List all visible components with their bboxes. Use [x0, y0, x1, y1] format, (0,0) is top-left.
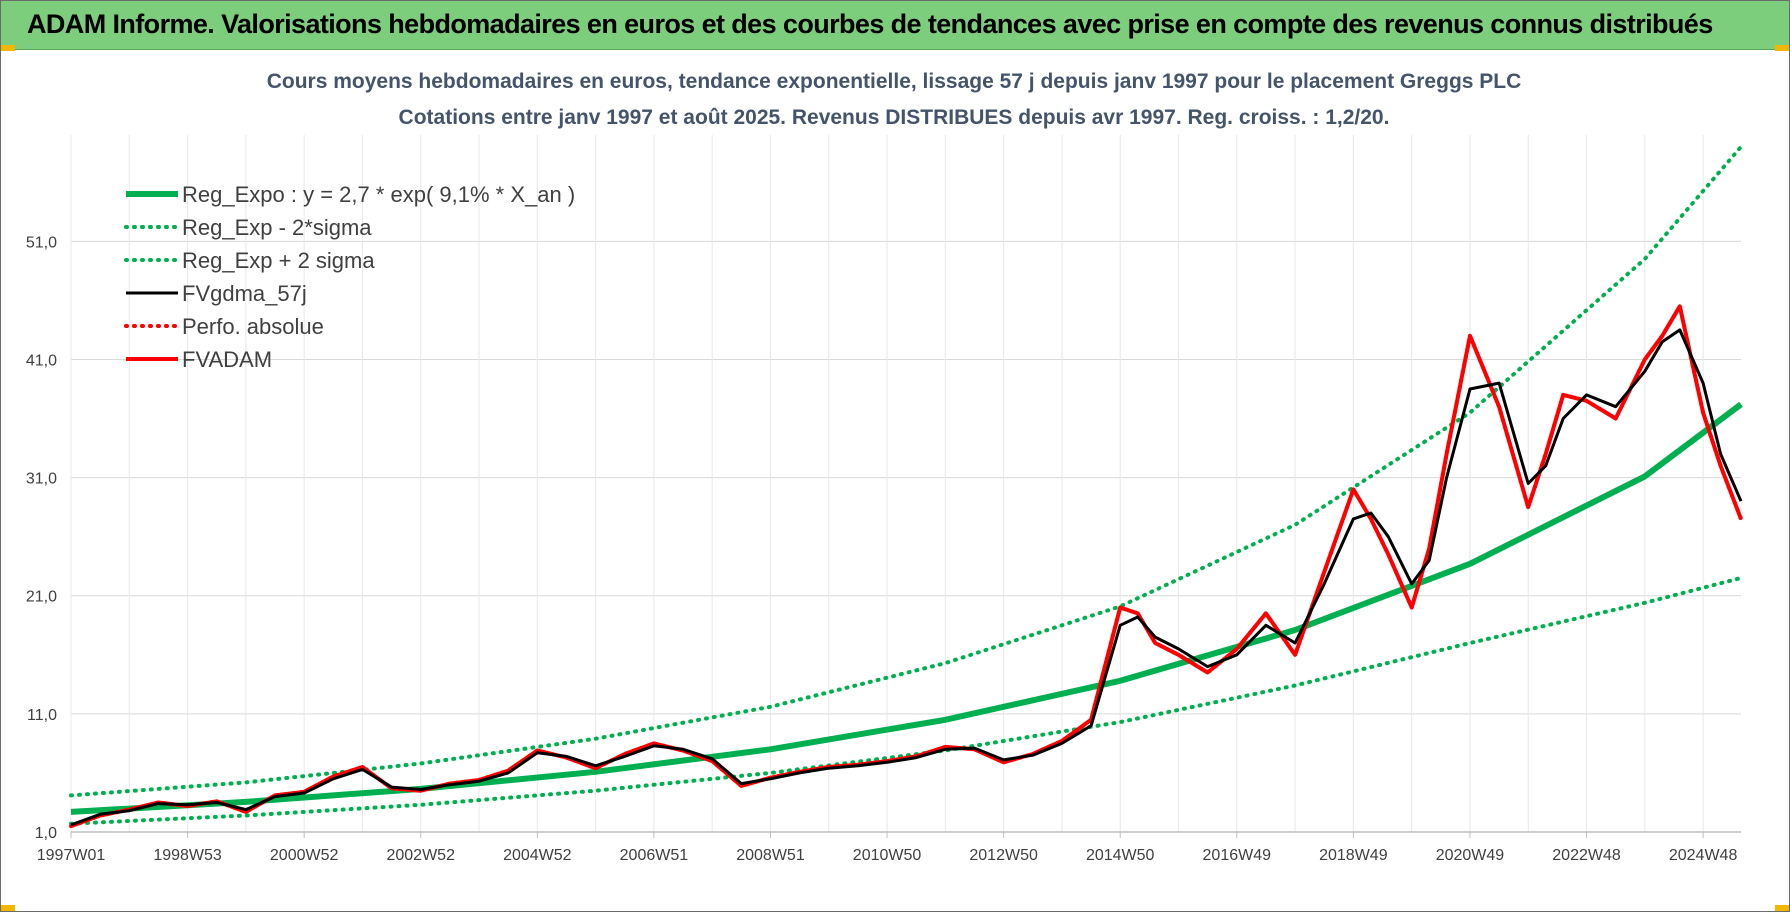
corner-marker-bottom-right — [1775, 905, 1789, 911]
x-tick-label: 2008W51 — [736, 847, 805, 864]
x-tick-label: 2000W52 — [270, 847, 339, 864]
series-reg-exp-minus-2sigma-line — [69, 576, 1743, 826]
grid-lines — [70, 135, 1741, 833]
line-chart: Cours moyens hebdomadaires en euros, ten… — [26, 70, 1743, 864]
plot-area: Cours moyens hebdomadaires en euros, ten… — [1, 50, 1789, 911]
x-tick-label: 1997W01 — [37, 847, 106, 864]
x-tick-label: 2006W51 — [620, 847, 689, 864]
title-banner: ADAM Informe. Valorisations hebdomadaire… — [1, 1, 1789, 50]
x-tick-label: 2012W50 — [969, 847, 1038, 864]
legend: Reg_Expo : y = 2,7 * exp( 9,1% * X_an ) R… — [124, 182, 575, 372]
y-tick-label: 11,0 — [27, 707, 57, 724]
series-reg-exp-plus-2sigma-line — [69, 144, 1743, 798]
x-tick-label: 2024W48 — [1669, 847, 1738, 864]
series-lines — [69, 144, 1743, 829]
legend-label: Reg_Exp + 2 sigma — [182, 248, 375, 273]
y-tick-label: 41,0 — [26, 352, 57, 369]
series-fvgdma-57j-line — [70, 328, 1743, 827]
x-tick-label: 2014W50 — [1086, 847, 1155, 864]
banner-title: ADAM Informe. Valorisations hebdomadaire… — [27, 9, 1713, 39]
x-axis-ticks: 1997W01 1998W53 2000W52 2002W52 2004W52 2006W… — [37, 832, 1738, 864]
chart-title-line-1: Cours moyens hebdomadaires en euros, ten… — [267, 70, 1522, 93]
legend-label: Reg_Expo : y = 2,7 * exp( 9,1% * X_an ) — [182, 182, 575, 207]
y-tick-label: 31,0 — [26, 471, 57, 488]
y-tick-label: 1,0 — [35, 825, 57, 842]
legend-label: Reg_Exp - 2*sigma — [182, 215, 372, 240]
x-tick-label: 2022W48 — [1552, 847, 1621, 864]
corner-marker-top-left — [1, 45, 15, 51]
x-tick-label: 2020W49 — [1436, 847, 1505, 864]
x-tick-label: 2010W50 — [853, 847, 922, 864]
x-tick-label: 2004W52 — [503, 847, 572, 864]
x-tick-label: 2018W49 — [1319, 847, 1388, 864]
y-tick-label: 21,0 — [26, 589, 57, 606]
corner-marker-bottom-left — [1, 905, 15, 911]
x-tick-label: 2002W52 — [386, 847, 455, 864]
series-reg-expo-line — [70, 401, 1743, 815]
y-axis-ticks: 1,0 11,0 21,0 31,0 41,0 51,0 — [26, 234, 57, 842]
chart-title-line-2: Cotations entre janv 1997 et août 2025. … — [399, 106, 1390, 129]
legend-label: FVgdma_57j — [182, 281, 307, 306]
x-tick-label: 1998W53 — [153, 847, 222, 864]
x-tick-label: 2016W49 — [1203, 847, 1272, 864]
legend-label: Perfo. absolue — [182, 314, 324, 339]
corner-marker-top-right — [1775, 45, 1789, 51]
legend-label: FVADAM — [182, 347, 272, 372]
y-tick-label: 51,0 — [26, 234, 57, 251]
